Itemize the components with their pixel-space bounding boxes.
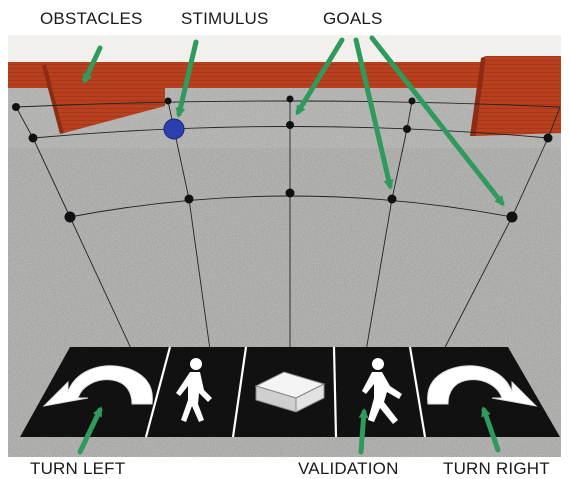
walking-person-icon[interactable]	[362, 358, 402, 424]
box-icon[interactable]	[254, 371, 326, 413]
goal-points	[12, 95, 553, 223]
control-panel	[20, 346, 560, 438]
stimulus-marker	[163, 118, 185, 140]
turn-left-arrow-icon[interactable]	[42, 365, 153, 407]
walking-person-icon[interactable]	[176, 358, 212, 422]
obstacle-walls	[8, 56, 561, 136]
label-goals: GOALS	[323, 9, 383, 28]
turn-right-arrow-icon[interactable]	[427, 365, 538, 407]
label-turn-right: TURN RIGHT	[443, 459, 550, 478]
label-obstacles: OBSTACLES	[40, 9, 143, 28]
annotation-arrows	[77, 35, 505, 455]
scene-view	[8, 35, 561, 457]
label-validation: VALIDATION	[298, 459, 399, 478]
label-stimulus: STIMULUS	[181, 9, 269, 28]
label-turn-left: TURN LEFT	[30, 459, 126, 478]
